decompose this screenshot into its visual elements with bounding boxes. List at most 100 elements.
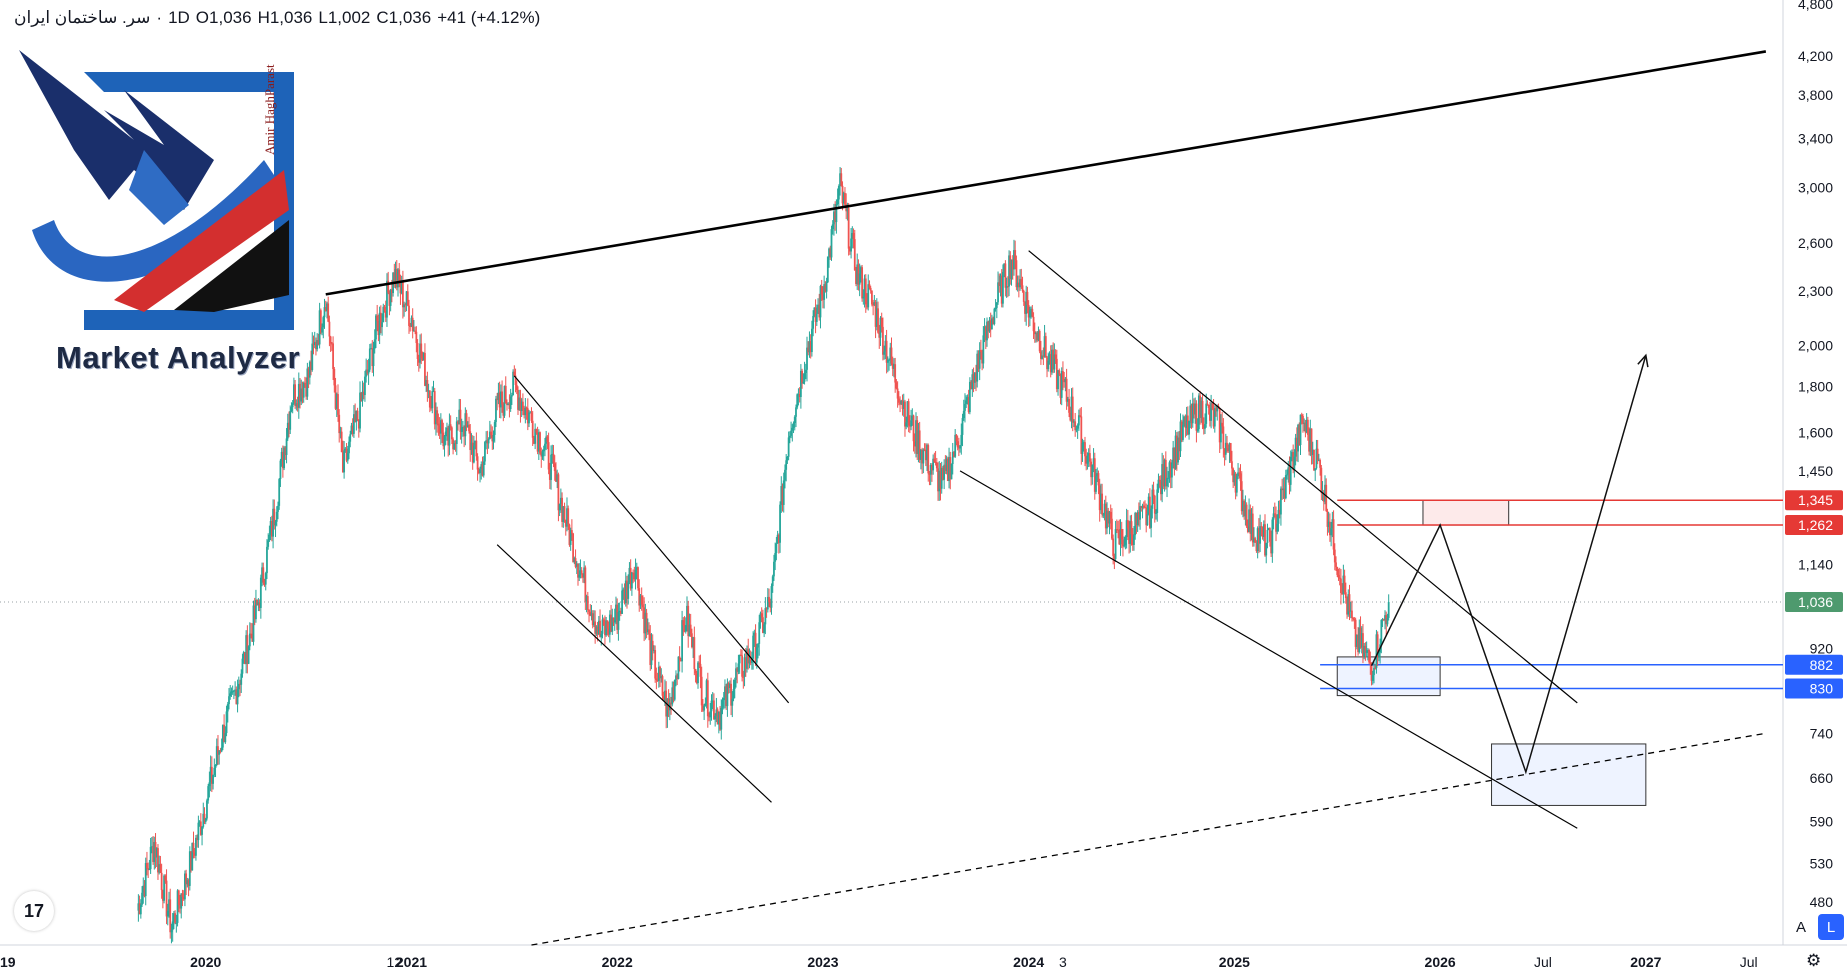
trendline-upper-resistance [325, 50, 1767, 296]
candle-body [302, 382, 305, 398]
candle-body [739, 654, 742, 656]
candle-body [214, 764, 217, 768]
candle-body [280, 451, 283, 461]
candle-body [1324, 484, 1326, 502]
candle-body [692, 637, 695, 648]
candle-body [1129, 521, 1132, 544]
candle-body [208, 782, 211, 787]
candle-body [370, 348, 372, 350]
candle-body [355, 410, 358, 422]
candle-body [531, 420, 534, 438]
candle-body [954, 434, 957, 457]
candle-body [938, 470, 941, 492]
candle-body [1249, 509, 1252, 534]
candle-body [659, 666, 661, 679]
candle-body [550, 454, 552, 480]
candle-body [906, 401, 909, 423]
candle-body [236, 689, 239, 705]
candle-body [639, 595, 642, 606]
candle-body [1075, 428, 1078, 431]
candle-body [354, 414, 357, 422]
candle-body [283, 447, 286, 469]
candle-body [1278, 509, 1281, 515]
candle-body [1084, 442, 1086, 457]
candle-body [1031, 308, 1034, 317]
auto-scale-button[interactable]: A [1788, 914, 1814, 940]
x-tick-label: 2021 [396, 954, 427, 970]
candle-body [1196, 429, 1199, 431]
candle-body [405, 291, 408, 305]
candle-body [207, 786, 210, 801]
candle-body [1327, 521, 1330, 527]
candle-body [957, 447, 960, 449]
tradingview-logo[interactable]: 17 [14, 891, 54, 931]
candle-body [1147, 496, 1150, 515]
candle-body [343, 450, 346, 473]
candle-body [263, 582, 266, 585]
candle-body [1210, 403, 1213, 421]
candle-body [689, 624, 692, 634]
candle-body [1329, 521, 1331, 536]
candle-body [544, 443, 546, 450]
candle-body [1184, 416, 1187, 428]
candle-body [490, 431, 492, 436]
price-tag-882 [1785, 654, 1843, 675]
candle-body [1216, 406, 1219, 412]
candle-body [813, 307, 816, 316]
candle-body [879, 317, 882, 338]
candle-body [1273, 513, 1276, 515]
candle-body [424, 352, 426, 386]
candle-body [853, 239, 856, 271]
candle-body [150, 846, 153, 848]
candle-body [1114, 529, 1117, 559]
candle-body [304, 382, 306, 384]
candle-body [1074, 421, 1077, 431]
candle-body [1353, 619, 1356, 621]
candle-body [366, 369, 369, 374]
candle-body [831, 224, 834, 230]
candle-body [431, 391, 434, 409]
candle-body [509, 396, 512, 410]
candle-body [1256, 528, 1259, 552]
candle-body [664, 690, 666, 701]
candle-body [694, 669, 697, 674]
candle-body [220, 747, 223, 752]
candle-body [804, 369, 807, 373]
candle-body [702, 705, 704, 711]
candle-body [1178, 437, 1181, 452]
trendline-channel-2024-bottom [959, 470, 1578, 829]
candle-body [1311, 449, 1314, 455]
candle-body [223, 724, 225, 743]
candle-body [1174, 435, 1177, 469]
candle-body [1189, 405, 1192, 421]
candle-body [1363, 645, 1366, 657]
log-scale-button[interactable]: L [1818, 914, 1844, 940]
candle-body [448, 424, 451, 446]
candle-body [608, 614, 611, 635]
candle-body [1298, 424, 1301, 446]
candle-body [893, 364, 895, 369]
candle-body [700, 676, 703, 706]
symbol-name[interactable]: سر. ساختمان ایران [14, 8, 151, 27]
candle-body [850, 238, 852, 252]
candle-body [978, 350, 981, 369]
candle-body [1010, 259, 1013, 280]
candle-body [588, 609, 590, 612]
candle-body [814, 307, 817, 322]
candle-body [1226, 442, 1228, 448]
candle-body [481, 464, 484, 476]
candle-body [901, 400, 904, 409]
candle-body [324, 307, 327, 312]
candle-body [1385, 615, 1388, 625]
candle-body [450, 427, 453, 440]
candle-body [841, 185, 844, 204]
candle-body [1275, 514, 1277, 532]
candle-body [976, 353, 979, 382]
interval-label[interactable]: 1D [168, 8, 190, 27]
settings-gear-icon[interactable]: ⚙ [1806, 951, 1822, 970]
candle-body [1103, 503, 1106, 515]
candle-body [774, 553, 777, 562]
candle-body [204, 818, 207, 822]
